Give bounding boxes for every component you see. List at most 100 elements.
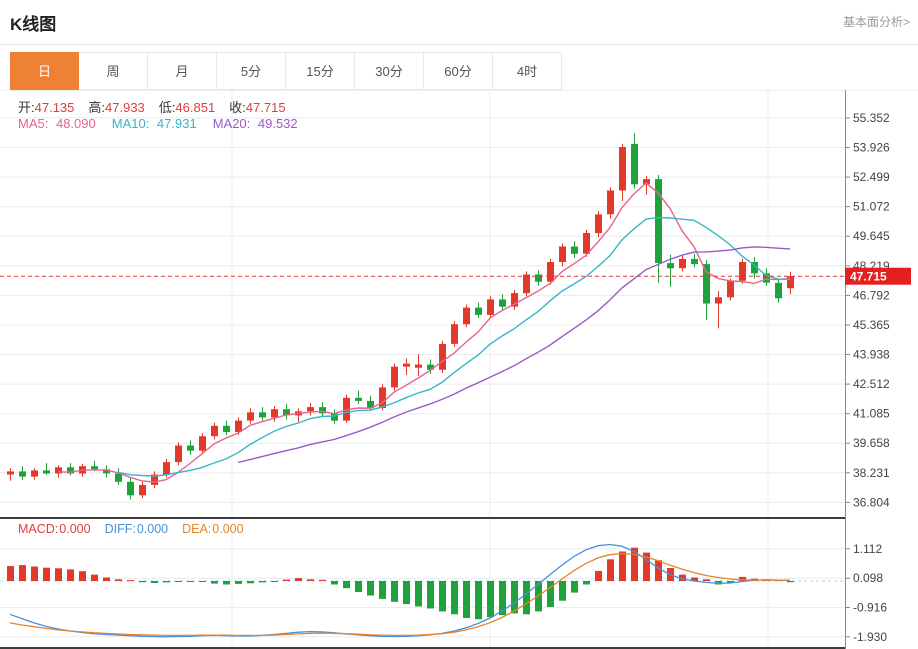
- y-axis-tick-label: 0.098: [853, 571, 883, 585]
- macd-histogram-bar: [691, 577, 698, 581]
- y-axis-tick-label: 36.804: [853, 495, 890, 509]
- candle-body: [283, 409, 290, 416]
- candle-body: [703, 264, 710, 304]
- y-axis-tick-label: 45.365: [853, 318, 890, 332]
- candle-body: [391, 366, 398, 388]
- macd-histogram-bar: [463, 581, 470, 618]
- macd-histogram-bar: [115, 579, 122, 581]
- tab-month[interactable]: 月: [148, 52, 217, 90]
- candle-body: [19, 471, 26, 477]
- macd-histogram-bar: [91, 574, 98, 581]
- candle-body: [643, 179, 650, 185]
- macd-legend: MACD:0.000 DIFF:0.000 DEA:0.000: [18, 522, 258, 536]
- macd-histogram-bar: [331, 581, 338, 585]
- macd-legend-diff-label: DIFF:: [104, 522, 136, 536]
- ma-legend-ma20-value: 49.532: [257, 116, 298, 131]
- candle-body: [511, 293, 518, 307]
- y-axis-tick-label: 42.512: [853, 377, 890, 391]
- macd-histogram-bar: [451, 581, 458, 615]
- candle-body: [679, 258, 686, 269]
- tab-5min[interactable]: 5分: [217, 52, 286, 90]
- macd-histogram-bar: [223, 581, 230, 585]
- macd-histogram-bar: [283, 579, 290, 581]
- candle-body: [427, 364, 434, 370]
- candle-body: [343, 397, 350, 421]
- tabbar-divider: [0, 90, 918, 91]
- macd-histogram-bar: [259, 581, 266, 583]
- candle-body: [583, 233, 590, 254]
- y-axis-tick-label: -1.930: [853, 630, 887, 644]
- candle-body: [91, 466, 98, 470]
- candle-body: [763, 273, 770, 283]
- ohlc-legend-low-value: 46.851: [175, 100, 216, 115]
- ma-legend: MA5: 48.090 MA10: 47.931 MA20: 49.532: [18, 116, 314, 131]
- macd-histogram-bar: [499, 581, 506, 616]
- candle-body: [415, 364, 422, 368]
- current-price-badge-label: 47.715: [850, 270, 887, 284]
- macd-histogram-bar: [727, 581, 734, 583]
- tab-30min[interactable]: 30分: [355, 52, 424, 90]
- macd-histogram-bar: [355, 581, 362, 592]
- macd-histogram-bar: [175, 581, 182, 582]
- candle-body: [571, 246, 578, 254]
- y-axis-tick-label: 53.926: [853, 141, 890, 155]
- macd-legend-macd-label: MACD:: [18, 522, 59, 536]
- fundamental-analysis-link[interactable]: 基本面分析>: [842, 15, 910, 29]
- candle-body: [223, 425, 230, 432]
- macd-histogram-bar: [151, 581, 158, 583]
- candle-body: [523, 274, 530, 294]
- y-axis-tick-label: 41.085: [853, 407, 890, 421]
- candle-body: [271, 409, 278, 418]
- macd-histogram-bar: [163, 581, 170, 583]
- macd-histogram-bar: [7, 566, 14, 581]
- candle-body: [403, 363, 410, 367]
- macd-histogram-bar: [391, 581, 398, 602]
- macd-histogram-bar: [319, 579, 326, 581]
- y-axis-tick-label: 49.645: [853, 229, 890, 243]
- candle-body: [43, 470, 50, 474]
- tab-week[interactable]: 周: [79, 52, 148, 90]
- macd-histogram-bar: [55, 568, 62, 581]
- candle-body: [211, 425, 218, 437]
- candle-body: [739, 262, 746, 281]
- panel-separator-bottom: [0, 647, 845, 649]
- candle-body: [31, 470, 38, 477]
- tab-15min[interactable]: 15分: [286, 52, 355, 90]
- tab-60min[interactable]: 60分: [424, 52, 493, 90]
- macd-histogram-bar: [139, 581, 146, 583]
- macd-histogram-bar: [199, 581, 206, 582]
- ma-legend-ma10-label: MA10:: [111, 116, 153, 131]
- macd-histogram-bar: [127, 580, 134, 582]
- macd-histogram-bar: [547, 581, 554, 607]
- diff-line: [9, 543, 791, 638]
- macd-histogram-bar: [739, 576, 746, 581]
- candle-body: [247, 412, 254, 421]
- current-price-badge: [845, 267, 911, 285]
- panel-separator-top: [0, 517, 845, 519]
- tab-4hour[interactable]: 4时: [493, 52, 562, 90]
- candle-body: [175, 445, 182, 463]
- y-axis-tick-label: 1.112: [853, 542, 882, 556]
- macd-histogram-bar: [703, 579, 710, 581]
- candle-body: [667, 263, 674, 269]
- candle-body: [379, 387, 386, 409]
- candle-body: [67, 467, 74, 474]
- y-axis-tick-label: 52.499: [853, 170, 890, 184]
- macd-histogram-bar: [487, 581, 494, 618]
- candle-body: [715, 297, 722, 304]
- ohlc-legend-open-value: 47.135: [34, 100, 75, 115]
- candle-body: [463, 307, 470, 325]
- candle-body: [151, 474, 158, 485]
- main-candlestick-chart[interactable]: 55.35253.92652.49951.07249.64548.21946.7…: [0, 90, 918, 517]
- macd-histogram-bar: [607, 559, 614, 581]
- candle-body: [751, 262, 758, 274]
- candle-body: [55, 467, 62, 474]
- candle-body: [367, 400, 374, 409]
- y-axis-tick-label: 46.792: [853, 288, 890, 302]
- macd-histogram-bar: [787, 581, 794, 583]
- macd-histogram-bar: [31, 566, 38, 581]
- tab-day[interactable]: 日: [10, 52, 79, 90]
- macd-histogram-bar: [643, 552, 650, 581]
- macd-chart[interactable]: 1.112 0.098 -0.916 -1.930: [0, 517, 918, 649]
